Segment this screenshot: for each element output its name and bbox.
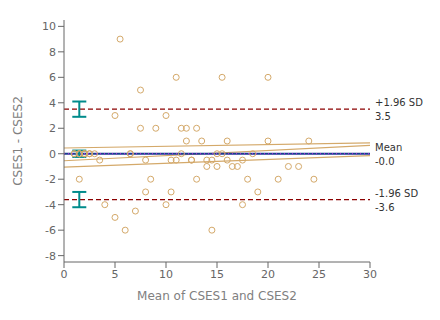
svg-text:-4: -4 [45, 199, 56, 212]
svg-text:4: 4 [49, 97, 56, 110]
svg-text:-3.6: -3.6 [375, 202, 395, 213]
svg-text:30: 30 [363, 268, 377, 281]
svg-text:6: 6 [49, 71, 56, 84]
svg-text:+1.96 SD: +1.96 SD [375, 97, 423, 108]
svg-text:10: 10 [159, 268, 173, 281]
svg-text:-6: -6 [45, 224, 56, 237]
svg-text:-8: -8 [45, 250, 56, 263]
svg-text:3.5: 3.5 [375, 111, 391, 122]
svg-text:-0.0: -0.0 [375, 156, 395, 167]
svg-text:-1.96 SD: -1.96 SD [375, 188, 418, 199]
svg-text:15: 15 [210, 268, 224, 281]
svg-text:5: 5 [112, 268, 119, 281]
svg-text:0: 0 [61, 268, 68, 281]
svg-text:0: 0 [49, 148, 56, 161]
svg-text:25: 25 [312, 268, 326, 281]
svg-text:Mean: Mean [375, 142, 402, 153]
svg-text:2: 2 [49, 122, 56, 135]
svg-text:8: 8 [49, 46, 56, 59]
svg-text:-2: -2 [45, 173, 56, 186]
svg-text:10: 10 [42, 20, 56, 33]
svg-text:Mean of CSES1 and CSES2: Mean of CSES1 and CSES2 [137, 289, 297, 303]
svg-text:20: 20 [261, 268, 275, 281]
svg-text:CSES1 - CSES2: CSES1 - CSES2 [11, 96, 25, 186]
